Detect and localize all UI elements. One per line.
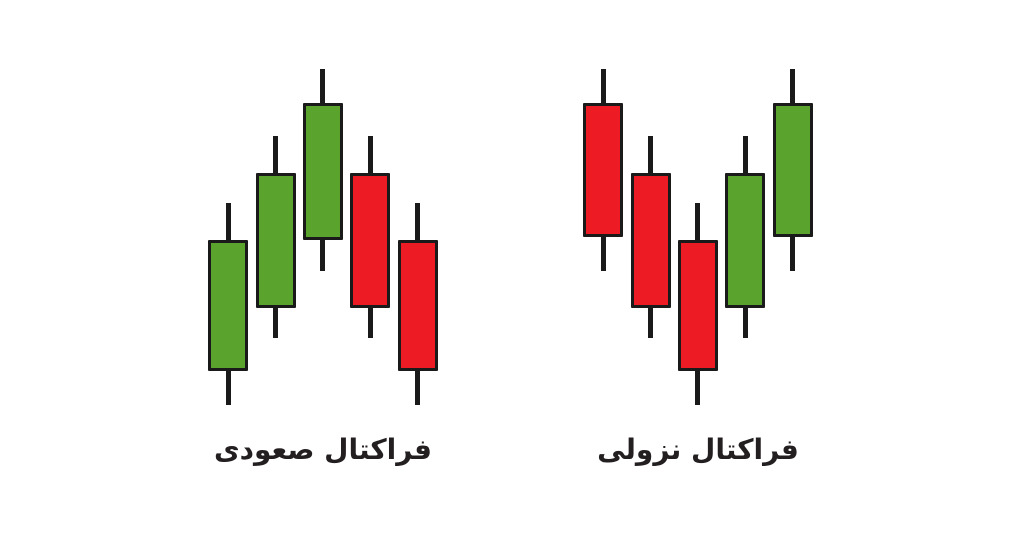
bullish-fractal-chart [208, 69, 438, 405]
candle-body [630, 173, 671, 308]
candle-body [677, 240, 718, 372]
candle-body [725, 173, 766, 308]
candle-body [302, 102, 343, 241]
bullish-fractal-label: فراکتال صعودی [213, 433, 433, 466]
candle-body [397, 240, 438, 372]
candle-body [350, 173, 391, 308]
bearish-fractal-chart [583, 69, 813, 405]
candle-body [255, 173, 296, 308]
candle-body [583, 102, 624, 237]
candle-body [208, 240, 249, 372]
candle-body [772, 102, 813, 237]
bearish-fractal-label: فراکتال نزولی [597, 433, 799, 466]
